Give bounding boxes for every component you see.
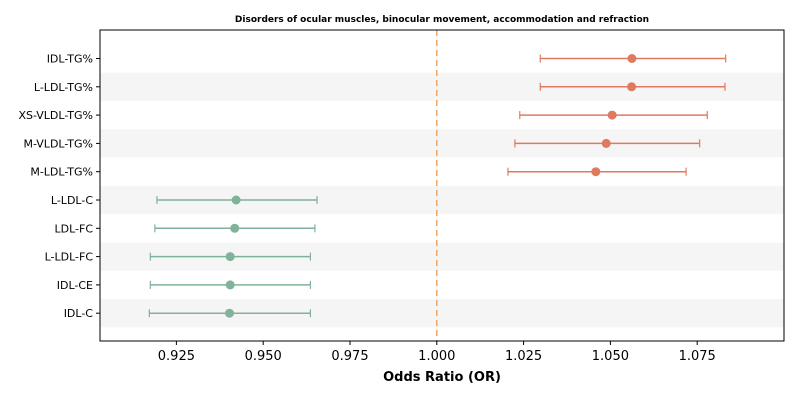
estimate-row [149, 280, 312, 290]
x-tick-label: 1.000 [418, 349, 455, 364]
y-tick-label: XS-VLDL-TG% [18, 109, 93, 122]
y-tick-label: M-LDL-TG% [30, 166, 93, 179]
estimate-row [156, 195, 318, 205]
point-estimate [231, 195, 241, 205]
x-tick-label: 1.050 [592, 349, 629, 364]
y-tick-label: L-LDL-FC [45, 251, 94, 264]
y-tick-label: IDL-TG% [47, 53, 93, 66]
estimate-row [148, 308, 312, 318]
point-estimate [607, 110, 617, 120]
y-tick-label: IDL-CE [57, 279, 93, 292]
estimates [148, 54, 727, 318]
point-estimate [225, 280, 235, 290]
point-estimate [627, 82, 637, 92]
estimate-row [149, 252, 312, 262]
point-estimate [591, 167, 601, 177]
estimate-row [519, 110, 708, 120]
estimate-row [539, 82, 726, 92]
y-tick-label: M-VLDL-TG% [23, 137, 93, 150]
point-estimate [627, 54, 637, 63]
plot-frame [99, 29, 785, 342]
y-tick-label: L-LDL-TG% [34, 81, 93, 94]
x-tick-label: 1.025 [505, 349, 542, 364]
x-axis: 0.925 0.950 0.975 1.000 1.025 1.050 1.075 [158, 341, 716, 364]
point-estimate [225, 308, 235, 318]
x-tick-label: 0.925 [158, 349, 195, 364]
point-estimate [225, 252, 235, 262]
point-estimate [601, 138, 611, 148]
chart-title: Disorders of ocular muscles, binocular m… [235, 15, 649, 25]
x-axis-label: Odds Ratio (OR) [383, 370, 501, 385]
y-tick-label: L-LDL-C [51, 194, 93, 207]
x-tick-label: 0.975 [331, 349, 368, 364]
y-tick-label: IDL-C [64, 307, 94, 320]
estimate-row [154, 223, 316, 233]
x-tick-label: 1.075 [679, 349, 716, 364]
x-tick-label: 0.950 [245, 349, 282, 364]
estimate-row [514, 138, 701, 148]
y-axis: IDL-TG% L-LDL-TG% XS-VLDL-TG% M-VLDL-TG% M-L… [18, 53, 100, 320]
point-estimate [230, 223, 240, 233]
y-tick-label: LDL-FC [54, 222, 93, 235]
estimate-row [507, 167, 687, 177]
estimate-row [539, 54, 727, 63]
